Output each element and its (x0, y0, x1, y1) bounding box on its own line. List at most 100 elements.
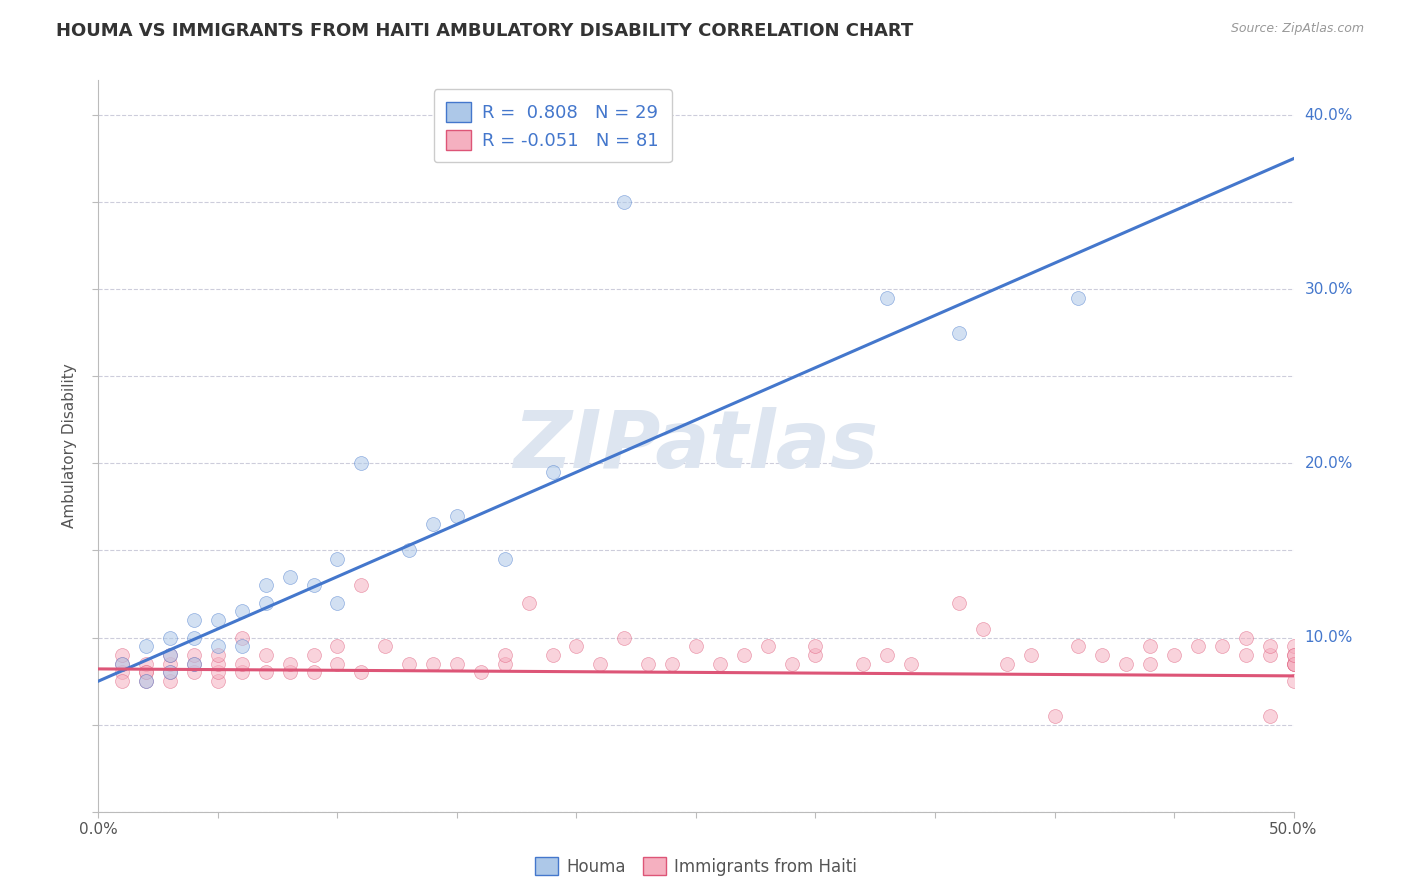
Point (135, 657, 157, 671)
Point (111, 657, 134, 671)
Point (565, 640, 588, 654)
Point (494, 648, 516, 662)
Point (756, 640, 779, 654)
Text: 20.0%: 20.0% (1305, 456, 1353, 471)
Point (470, 665, 492, 680)
Text: Source: ZipAtlas.com: Source: ZipAtlas.com (1230, 22, 1364, 36)
Point (1282, 657, 1305, 671)
Text: 10.0%: 10.0% (1305, 630, 1353, 645)
Point (804, 648, 827, 662)
Point (948, 326, 970, 340)
Point (1115, 657, 1137, 671)
Text: ZIPatlas: ZIPatlas (513, 407, 879, 485)
Point (1282, 648, 1305, 662)
Point (278, 657, 301, 671)
Point (1043, 709, 1066, 723)
Point (446, 657, 468, 671)
Point (159, 665, 181, 680)
Point (350, 578, 373, 592)
Point (135, 674, 157, 689)
Point (685, 640, 707, 654)
Point (231, 640, 253, 654)
Point (780, 657, 803, 671)
Point (183, 648, 205, 662)
Point (207, 665, 229, 680)
Point (231, 631, 253, 645)
Point (207, 648, 229, 662)
Point (804, 640, 827, 654)
Point (231, 665, 253, 680)
Point (326, 657, 349, 671)
Point (159, 657, 181, 671)
Text: HOUMA VS IMMIGRANTS FROM HAITI AMBULATORY DISABILITY CORRELATION CHART: HOUMA VS IMMIGRANTS FROM HAITI AMBULATOR… (56, 22, 914, 40)
Point (111, 674, 134, 689)
Y-axis label: Ambulatory Disability: Ambulatory Disability (62, 364, 77, 528)
Point (135, 640, 157, 654)
Point (517, 596, 540, 610)
Legend: Houma, Immigrants from Haiti: Houma, Immigrants from Haiti (526, 848, 866, 884)
Point (1282, 648, 1305, 662)
Point (733, 648, 755, 662)
Point (852, 657, 875, 671)
Point (446, 508, 468, 523)
Point (494, 552, 516, 566)
Point (159, 648, 181, 662)
Point (422, 657, 444, 671)
Point (1258, 640, 1281, 654)
Point (326, 596, 349, 610)
Point (159, 674, 181, 689)
Point (207, 640, 229, 654)
Point (1163, 648, 1185, 662)
Point (135, 665, 157, 680)
Point (207, 613, 229, 627)
Point (1234, 648, 1257, 662)
Point (254, 578, 277, 592)
Point (589, 657, 612, 671)
Point (1067, 640, 1090, 654)
Point (278, 665, 301, 680)
Point (1139, 640, 1161, 654)
Point (1067, 291, 1090, 305)
Point (494, 657, 516, 671)
Point (183, 631, 205, 645)
Point (302, 578, 325, 592)
Point (900, 657, 922, 671)
Point (1019, 648, 1042, 662)
Point (231, 604, 253, 618)
Point (159, 648, 181, 662)
Point (135, 665, 157, 680)
Text: 40.0%: 40.0% (1305, 108, 1353, 122)
Point (207, 657, 229, 671)
Point (350, 457, 373, 471)
Point (1187, 640, 1209, 654)
Point (302, 648, 325, 662)
Point (278, 569, 301, 583)
Text: 30.0%: 30.0% (1305, 282, 1353, 297)
Point (398, 543, 420, 558)
Point (876, 291, 898, 305)
Point (637, 657, 659, 671)
Point (1234, 631, 1257, 645)
Point (302, 665, 325, 680)
Point (948, 596, 970, 610)
Point (541, 648, 564, 662)
Point (1282, 674, 1305, 689)
Point (111, 665, 134, 680)
Point (876, 648, 898, 662)
Point (183, 665, 205, 680)
Point (254, 596, 277, 610)
Point (159, 665, 181, 680)
Point (613, 195, 636, 210)
Point (111, 657, 134, 671)
Point (1282, 657, 1305, 671)
Point (350, 665, 373, 680)
Point (1258, 648, 1281, 662)
Point (972, 622, 994, 636)
Point (1258, 709, 1281, 723)
Point (1282, 657, 1305, 671)
Point (254, 648, 277, 662)
Point (1139, 657, 1161, 671)
Point (1282, 640, 1305, 654)
Point (111, 648, 134, 662)
Point (995, 657, 1018, 671)
